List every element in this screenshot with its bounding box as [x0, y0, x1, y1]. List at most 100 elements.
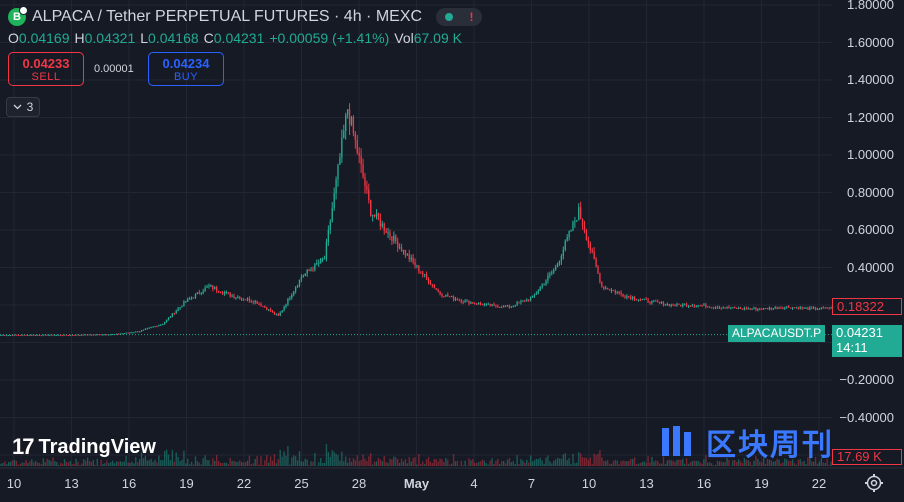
volume-bar [439, 458, 441, 466]
candle-body [23, 334, 25, 336]
candle-body [233, 295, 235, 298]
candle-body [533, 294, 536, 296]
volume-bar [48, 459, 50, 466]
time-axis-label: 28 [351, 476, 367, 491]
buy-button[interactable]: 0.04234 BUY [148, 52, 224, 86]
candle-body [19, 335, 21, 337]
candle-body [113, 334, 116, 336]
volume-bar [645, 462, 647, 466]
candle-body [487, 303, 489, 305]
volume-bar [406, 463, 409, 466]
candle-body [266, 307, 268, 311]
candle-body [504, 305, 507, 307]
low-label: L [140, 30, 149, 46]
volume-bar [420, 463, 422, 466]
candle-body [423, 274, 426, 276]
candle-body [712, 307, 715, 309]
candle-body [9, 334, 12, 336]
candle-body [739, 307, 742, 309]
volume-bar [707, 462, 709, 466]
market-status-pill[interactable]: ! [436, 8, 483, 26]
candle-body [2, 334, 4, 336]
volume-bar [306, 459, 308, 466]
volume-bar [200, 464, 202, 466]
volume-bar [553, 460, 555, 466]
time-axis-label: 4 [470, 476, 478, 491]
candle-body [140, 330, 143, 332]
candle-body [657, 301, 659, 303]
sell-button[interactable]: 0.04233 SELL [8, 52, 84, 86]
volume-bar [196, 461, 199, 466]
volume-bar [61, 463, 64, 466]
candle-body [554, 266, 557, 270]
volume-bar [304, 458, 306, 466]
sell-price: 0.04233 [22, 55, 70, 71]
candle-body [553, 269, 555, 273]
volume-bar [495, 460, 497, 466]
volume-bar [764, 463, 767, 466]
volume-bar [610, 463, 613, 466]
symbol-title[interactable]: ALPACA / Tether PERPETUAL FUTURES · 4h ·… [32, 8, 423, 25]
volume-bar [229, 457, 231, 466]
candle-body [653, 300, 655, 302]
volume-bar [387, 462, 389, 466]
volume-bar [289, 464, 291, 466]
volume-bar [185, 463, 187, 466]
volume-bar [510, 462, 513, 466]
volume-bar [11, 460, 14, 466]
candle-body [828, 308, 830, 310]
gear-icon[interactable] [864, 473, 884, 493]
volume-bar [198, 462, 201, 466]
volume-bar [15, 460, 18, 466]
volume-bar [770, 460, 773, 466]
candle-body [56, 334, 58, 336]
candle-body [285, 304, 287, 307]
volume-bar [335, 453, 337, 466]
volume-bar [545, 457, 547, 466]
candle-body [38, 335, 41, 337]
volume-bar [423, 464, 426, 466]
volume-bar [152, 461, 154, 466]
volume-bar [499, 464, 501, 466]
candle-body [377, 213, 380, 220]
volume-bar [631, 458, 634, 466]
candle-body [250, 301, 253, 303]
volume-bar [345, 456, 347, 466]
volume-bar [250, 464, 253, 466]
candle-body [40, 335, 43, 337]
candle-body [402, 249, 405, 252]
candle-body [522, 300, 524, 302]
indicators-toggle-button[interactable]: 3 [6, 97, 40, 117]
candle-body [283, 306, 285, 311]
candle-body [242, 298, 245, 300]
volume-bar [235, 461, 237, 466]
alpaca-coin-icon[interactable]: B [8, 6, 28, 26]
volume-bar [318, 462, 320, 466]
candle-body [556, 263, 559, 267]
volume-bar [641, 461, 643, 466]
volume-bar [173, 461, 175, 466]
price-axis-label: 1.80000 [847, 0, 894, 12]
volume-bar [566, 460, 568, 466]
volume-bar [518, 464, 520, 466]
candle-body [616, 292, 618, 294]
volume-bar [343, 461, 345, 466]
volume-bar [354, 460, 357, 466]
candle-body [262, 306, 264, 308]
volume-bar [522, 460, 524, 466]
candle-body [549, 273, 551, 276]
volume-bar [73, 463, 75, 466]
candle-body [732, 307, 734, 309]
tradingview-logo[interactable]: 17 TradingView [12, 434, 156, 460]
volume-bar [616, 460, 618, 466]
candle-body [246, 298, 249, 300]
candle-body [69, 334, 71, 336]
candle-body [526, 299, 528, 302]
candle-body [689, 305, 692, 307]
volume-bar [81, 463, 83, 466]
candle-body [439, 291, 441, 295]
volume-bar [410, 461, 412, 466]
candle-body [75, 334, 77, 336]
candle-body [624, 296, 626, 298]
